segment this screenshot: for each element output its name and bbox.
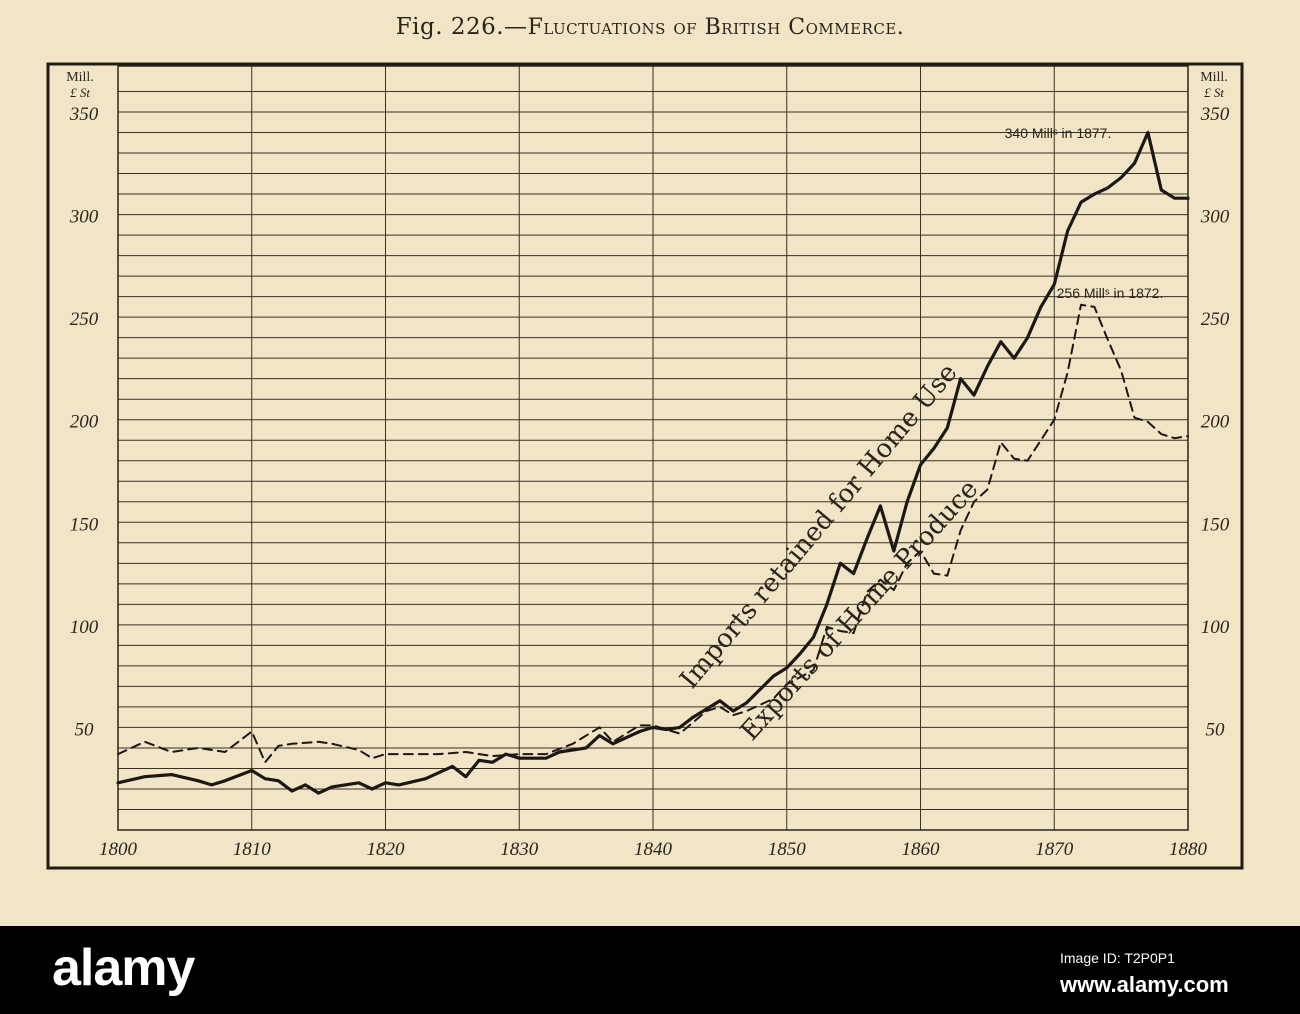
photo-site: www.alamy.com <box>1060 972 1229 997</box>
x-tick-label: 1850 <box>768 839 807 860</box>
exports-line <box>117 303 1189 764</box>
horizontal-gridlines <box>118 90 1188 810</box>
y-tick-label: 150 <box>70 514 99 535</box>
left-axis-unit-line2: £ St <box>70 85 90 100</box>
image-id-label: Image ID: T2P0P1 <box>1060 950 1175 966</box>
x-tick-label: 1810 <box>233 839 272 860</box>
paper-background <box>0 0 1300 926</box>
y-tick-label: 150 <box>1201 514 1230 535</box>
x-tick-label: 1840 <box>634 839 673 860</box>
right-axis-unit-line1: Mill. <box>1200 70 1228 85</box>
left-axis-unit: Mill. £ St <box>52 70 108 100</box>
vertical-gridlines <box>251 66 1055 830</box>
imports-line <box>116 130 1190 795</box>
figure-title: Fig. 226.—Fluctuations of British Commer… <box>0 14 1300 40</box>
annotation-peak-imports: 340 Millˢ in 1877. <box>1005 125 1112 141</box>
y-tick-label: 300 <box>69 207 99 228</box>
footer-bar <box>0 926 1300 1014</box>
y-tick-label: 50 <box>1206 719 1226 740</box>
y-tick-label: 100 <box>70 617 99 638</box>
chart: 50 100 150 200 250 300 350 50 100 150 200 250 300 35… <box>46 62 1244 870</box>
y-tick-label: 350 <box>1200 104 1230 125</box>
y-tick-label: 50 <box>75 719 95 740</box>
figure-caption: Fluctuations of British Commerce. <box>527 15 905 40</box>
brand-logo: alamy <box>52 939 195 997</box>
y-tick-label: 250 <box>70 309 99 330</box>
y-tick-label: 200 <box>70 412 99 433</box>
annotation-peak-exports: 256 Millˢ in 1872. <box>1057 285 1164 301</box>
x-tick-label: 1880 <box>1169 839 1208 860</box>
chart-annotations: 340 Millˢ in 1877. 256 Millˢ in 1872. <box>1005 125 1164 301</box>
right-axis-unit-line2: £ St <box>1204 85 1224 100</box>
y-axis-left-labels: 50 100 150 200 250 300 350 <box>69 104 99 740</box>
y-tick-label: 200 <box>1201 412 1230 433</box>
exports-series-label: Exports of Home Produce <box>735 474 984 746</box>
y-tick-label: 250 <box>1201 309 1230 330</box>
x-tick-label: 1870 <box>1035 839 1074 860</box>
figure-number: Fig. 226.— <box>395 14 528 40</box>
x-tick-label: 1800 <box>99 839 138 860</box>
y-tick-label: 350 <box>69 104 99 125</box>
right-axis-unit: Mill. £ St <box>1186 70 1242 100</box>
x-tick-label: 1830 <box>500 839 539 860</box>
x-tick-label: 1860 <box>902 839 941 860</box>
x-axis-labels: 1800 1810 1820 1830 1840 1850 1860 1870 1880 <box>99 839 1208 860</box>
plot-area-frame <box>117 65 1189 831</box>
outer-frame <box>46 62 1244 870</box>
left-axis-unit-line1: Mill. <box>66 70 94 85</box>
y-axis-right-labels: 50 100 150 200 250 300 350 <box>1200 104 1230 740</box>
y-tick-label: 300 <box>1200 207 1230 228</box>
x-tick-label: 1820 <box>367 839 406 860</box>
series-lines <box>116 130 1190 795</box>
y-tick-label: 100 <box>1201 617 1230 638</box>
